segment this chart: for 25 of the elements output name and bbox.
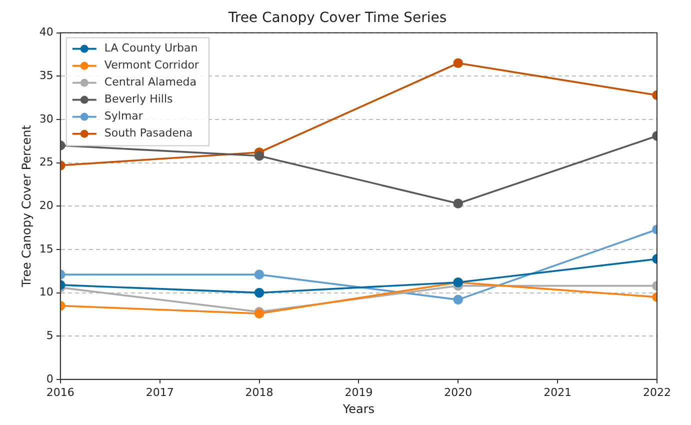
x-tick-label: 2019 <box>344 386 373 399</box>
x-tick-label: 2021 <box>544 386 572 399</box>
legend-label: Beverly Hills <box>104 92 174 106</box>
x-tick-label: 2020 <box>444 386 472 399</box>
x-tick-label: 2018 <box>245 386 274 399</box>
y-tick-label: 30 <box>39 112 54 126</box>
y-tick-label: 15 <box>39 242 54 256</box>
y-tick-label: 20 <box>39 198 54 212</box>
legend-label: South Pasadena <box>104 126 193 140</box>
legend-label: Vermont Corridor <box>104 58 200 72</box>
legend-label: Sylmar <box>104 110 144 123</box>
legend-label: LA County Urban <box>104 42 198 55</box>
chart-title: Tree Canopy Cover Time Series <box>227 10 447 26</box>
x-tick-label: 2017 <box>146 386 174 399</box>
y-tick-label: 5 <box>46 328 54 342</box>
y-tick-label: 35 <box>39 68 54 82</box>
y-tick-label: 0 <box>46 372 54 386</box>
x-tick-label: 2022 <box>643 386 671 399</box>
y-axis-title: Tree Canopy Cover Percent <box>19 124 34 288</box>
y-tick-label: 10 <box>39 286 54 299</box>
x-tick-label: 2016 <box>46 386 74 399</box>
x-axis-title: Years <box>342 402 375 416</box>
y-tick-label: 40 <box>39 26 54 39</box>
legend-label: Central Alameda <box>104 76 196 89</box>
y-tick-label: 25 <box>39 156 54 169</box>
